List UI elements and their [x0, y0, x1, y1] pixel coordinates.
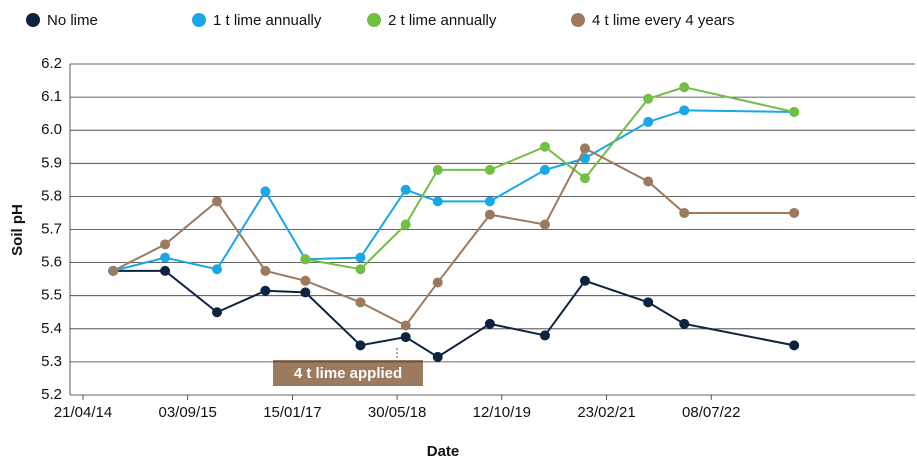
data-point: [539, 219, 550, 230]
data-point: [484, 318, 495, 329]
x-tick-label: 21/04/14: [54, 404, 112, 421]
y-tick-label: 6.2: [41, 55, 62, 72]
data-point: [108, 265, 119, 276]
data-point: [643, 176, 654, 187]
y-tick-label: 6.0: [41, 121, 62, 138]
data-point: [432, 277, 443, 288]
data-point: [789, 106, 800, 117]
data-point: [260, 285, 271, 296]
data-point: [400, 184, 411, 195]
data-point: [789, 340, 800, 351]
data-point: [400, 332, 411, 343]
data-point: [643, 116, 654, 127]
legend-marker: [367, 13, 381, 27]
legend-label: No lime: [47, 12, 98, 29]
x-tick-label: 23/02/21: [577, 404, 635, 421]
y-tick-label: 5.7: [41, 220, 62, 237]
y-tick-label: 5.2: [41, 386, 62, 403]
y-tick-label: 5.8: [41, 187, 62, 204]
data-point: [260, 265, 271, 276]
x-tick-label: 08/07/22: [682, 404, 740, 421]
data-point: [539, 164, 550, 175]
data-point: [300, 287, 311, 298]
data-point: [300, 275, 311, 286]
x-tick-label: 03/09/15: [158, 404, 216, 421]
y-tick-label: 5.4: [41, 320, 62, 337]
data-point: [539, 330, 550, 341]
data-point: [160, 265, 171, 276]
legend-label: 2 t lime annually: [388, 12, 497, 29]
data-point: [539, 141, 550, 152]
data-point: [212, 307, 223, 318]
data-point: [160, 252, 171, 263]
data-point: [579, 153, 590, 164]
data-point: [260, 186, 271, 197]
data-point: [643, 297, 654, 308]
data-point: [355, 252, 366, 263]
y-axis-label: Soil pH: [9, 204, 26, 256]
data-point: [400, 320, 411, 331]
annotation: 4 t lime applied: [294, 365, 402, 382]
legend-label: 4 t lime every 4 years: [592, 12, 735, 29]
data-point: [160, 239, 171, 250]
data-point: [579, 143, 590, 154]
y-tick-label: 5.5: [41, 287, 62, 304]
data-point: [484, 196, 495, 207]
legend-marker: [26, 13, 40, 27]
data-point: [432, 196, 443, 207]
x-tick-label: 15/01/17: [263, 404, 321, 421]
data-point: [355, 297, 366, 308]
data-point: [679, 82, 690, 93]
data-point: [579, 275, 590, 286]
data-point: [679, 318, 690, 329]
data-point: [432, 164, 443, 175]
data-point: [300, 254, 311, 265]
x-axis-label: Date: [427, 443, 460, 460]
data-point: [212, 264, 223, 275]
data-point: [355, 264, 366, 275]
y-tick-label: 5.9: [41, 154, 62, 171]
legend-marker: [571, 13, 585, 27]
x-tick-label: 12/10/19: [473, 404, 531, 421]
data-point: [355, 340, 366, 351]
y-tick-label: 5.3: [41, 353, 62, 370]
data-point: [432, 351, 443, 362]
data-point: [643, 93, 654, 104]
data-point: [212, 196, 223, 207]
y-tick-label: 6.1: [41, 88, 62, 105]
data-point: [679, 105, 690, 116]
series-line: [305, 86, 795, 271]
series-line: [113, 269, 795, 359]
y-tick-label: 5.6: [41, 254, 62, 271]
data-point: [484, 164, 495, 175]
series-line: [112, 109, 795, 272]
data-point: [679, 207, 690, 218]
x-tick-label: 30/05/18: [368, 404, 426, 421]
data-point: [579, 173, 590, 184]
data-point: [400, 219, 411, 230]
data-point: [484, 209, 495, 220]
legend-label: 1 t lime annually: [213, 12, 322, 29]
series-line: [112, 147, 795, 327]
legend-marker: [192, 13, 206, 27]
annotation-box: [273, 360, 423, 386]
data-point: [789, 207, 800, 218]
